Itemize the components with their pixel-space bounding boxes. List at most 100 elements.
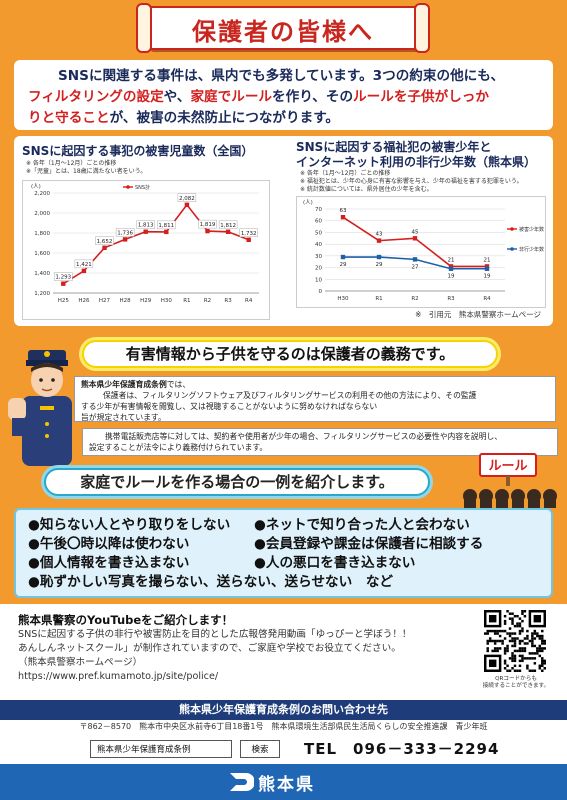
data-point	[448, 266, 454, 271]
data-label: 1,652	[97, 239, 113, 245]
qr-module	[536, 634, 539, 638]
qr-module	[513, 654, 517, 658]
qr-module	[541, 649, 544, 653]
qr-module	[533, 637, 537, 640]
police-officer-illustration	[8, 350, 72, 466]
qr-module	[498, 629, 502, 633]
qr-module	[531, 669, 534, 672]
qr-module	[531, 644, 534, 648]
source-note: ※ 引用元 熊本県警察ホームページ	[415, 310, 541, 319]
data-label: 29	[376, 262, 383, 268]
intro-line-2: フィルタリングの設定や、家庭でルールを作り、そのルールを子供がしっか	[28, 87, 539, 108]
qr-module	[523, 614, 527, 618]
youtube-url[interactable]: https://www.pref.kumamoto.jp/site/police…	[18, 671, 219, 682]
search-input[interactable]	[90, 740, 232, 758]
qr-module	[513, 642, 517, 645]
data-point	[340, 215, 346, 220]
qr-code[interactable]	[484, 610, 546, 672]
qr-module	[488, 637, 492, 640]
qr-module	[543, 667, 546, 670]
chart1-frame: (人) 1,200 1,400 1,600 1,800 2,000 2,200 H25 H26 H…	[22, 180, 270, 320]
y-tick-label: 20	[315, 266, 322, 272]
qr-module	[513, 632, 517, 635]
qr-module	[496, 629, 499, 633]
chart1-title: SNSに起因する事犯の被害児童数（全国）	[22, 144, 254, 158]
data-point	[246, 237, 251, 242]
y-tick-label: 1,200	[34, 291, 50, 297]
qr-module	[503, 614, 507, 618]
qr-module	[526, 637, 529, 640]
y-tick-label: 50	[315, 230, 322, 236]
qr-module	[536, 632, 539, 635]
qr-module	[526, 667, 529, 670]
qr-module	[543, 642, 546, 645]
qr-module	[503, 629, 507, 633]
qr-module	[513, 664, 517, 668]
x-tick-label: R3	[447, 296, 455, 302]
ordinance-line-1: 熊本県少年保護育成条例では、	[81, 379, 549, 390]
data-label-box	[54, 272, 73, 281]
legend-marker	[126, 185, 130, 189]
qr-module	[541, 669, 544, 672]
y-tick-label: 10	[315, 277, 322, 283]
qr-module	[516, 637, 519, 640]
x-tick-label: H27	[99, 298, 111, 304]
x-tick-label: R1	[375, 296, 382, 302]
scroll-left-cap	[136, 3, 152, 53]
charts-panel: SNSに起因する事犯の被害児童数（全国） ※ 各年（1月～12月）ごとの推移 ※…	[14, 136, 553, 326]
chart1-note-1: ※ 各年（1月～12月）ごとの推移	[26, 160, 117, 167]
chart2-frame: (人) 0 10 20 30 40 50 60 70 H30 R1 R2 R3 R4 63 43 45 21 21 2…	[296, 196, 546, 308]
qr-module	[541, 642, 544, 645]
home-rules-panel: ●知らない人とやり取りをしない ●ネットで知り合った人と会わない ●午後〇時以降…	[14, 508, 553, 598]
qr-module	[538, 654, 542, 658]
qr-module	[521, 659, 524, 663]
series-line	[62, 203, 249, 285]
qr-module	[523, 657, 527, 660]
search-button[interactable]: 検索	[240, 740, 280, 758]
qr-module	[536, 652, 539, 655]
x-tick-label: R2	[411, 296, 418, 302]
intro-text-b: を作り、その	[272, 89, 354, 105]
qr-module	[511, 657, 514, 660]
qr-module	[486, 649, 489, 653]
qr-module	[538, 649, 542, 653]
qr-module	[506, 644, 509, 648]
data-label: 19	[484, 274, 491, 280]
qr-module	[513, 639, 517, 643]
qr-module	[541, 634, 544, 638]
y-tick-label: 2,200	[34, 191, 50, 197]
qr-module	[541, 647, 544, 650]
qr-module	[496, 649, 499, 653]
qr-module	[501, 639, 504, 643]
qr-module	[518, 639, 522, 643]
qr-module	[518, 664, 522, 668]
data-label-box	[239, 228, 258, 237]
qr-module	[523, 610, 527, 613]
rule-item: ●会員登録や課金は保護者に相談する	[254, 536, 484, 552]
qr-module	[513, 644, 517, 648]
chart2-title-2: インターネット利用の非行少年数（熊本県）	[296, 155, 537, 169]
qr-module	[513, 657, 517, 660]
x-tick-label: R4	[245, 298, 253, 304]
qr-module	[526, 664, 529, 668]
data-point	[61, 281, 66, 286]
qr-module	[518, 654, 522, 658]
x-tick-label: H26	[78, 298, 90, 304]
youtube-title: 熊本県警察のYouTubeをご紹介します！	[18, 613, 234, 627]
qr-module	[528, 639, 532, 643]
qr-module	[516, 622, 519, 625]
data-label: 1,811	[158, 223, 174, 229]
qr-module	[493, 649, 497, 653]
chart2-note-2: ※ 福祉犯とは、少年の心身に有害な影響を与え、少年の福祉を害する犯罪をいう。	[300, 178, 523, 185]
qr-module	[521, 610, 524, 613]
qr-module	[521, 649, 524, 653]
qr-module	[538, 634, 542, 638]
chart2-svg: (人) 0 10 20 30 40 50 60 70 H30 R1 R2 R3 R4 63 43 45 21 21 2…	[303, 199, 544, 302]
ordinance-text-1: では、	[166, 380, 191, 389]
qr-module	[508, 669, 512, 672]
qr-module	[513, 649, 517, 653]
data-label: 1,732	[241, 231, 257, 237]
qr-module	[538, 667, 542, 670]
qr-module	[538, 664, 542, 668]
data-label: 1,819	[200, 222, 216, 228]
